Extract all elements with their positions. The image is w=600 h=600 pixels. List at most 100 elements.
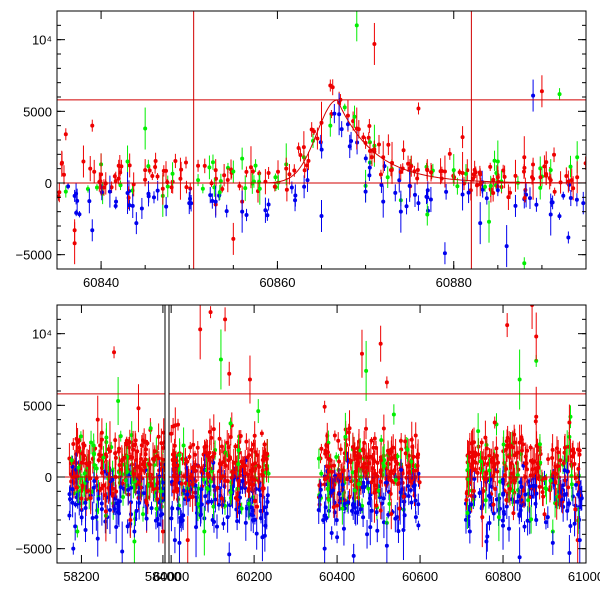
top-datapoint-r	[531, 176, 536, 181]
top-datapoint-r	[153, 159, 158, 164]
bottom-datapoint-r	[151, 487, 156, 492]
bottom-datapoint-r	[536, 465, 541, 470]
top-datapoint-b	[337, 112, 342, 117]
bottom-datapoint-b	[480, 502, 485, 507]
bottom-datapoint-g	[208, 479, 213, 484]
bottom-datapoint-b	[487, 520, 492, 525]
top-datapoint-r	[116, 163, 121, 168]
top-datapoint-r	[287, 172, 292, 177]
bottom-datapoint-b	[322, 546, 327, 551]
bottom-datapoint-g	[319, 471, 324, 476]
bottom-datapoint-r	[561, 461, 566, 466]
bottom-datapoint-r	[502, 473, 507, 478]
bottom-datapoint-r	[130, 455, 135, 460]
top-datapoint-g	[328, 123, 333, 128]
bottom-datapoint-r	[101, 483, 106, 488]
top-datapoint-r	[398, 170, 403, 175]
top-datapoint-r	[147, 168, 152, 173]
bottom-datapoint-r	[252, 477, 257, 482]
top-datapoint-b	[72, 193, 77, 198]
top-datapoint-r	[165, 180, 170, 185]
bottom-datapoint-g	[89, 440, 94, 445]
bottom-datapoint-r	[495, 460, 500, 465]
top-datapoint-r	[150, 173, 155, 178]
bottom-datapoint-b	[180, 518, 185, 523]
top-datapoint-r	[296, 146, 301, 151]
bottom-datapoint-r	[483, 456, 488, 461]
bottom-datapoint-b	[360, 485, 365, 490]
bottom-datapoint-g	[140, 512, 145, 517]
top-datapoint-b	[425, 195, 430, 200]
bottom-datapoint-r	[223, 478, 228, 483]
bottom-datapoint-r	[217, 436, 222, 441]
bottom-datapoint-r	[156, 456, 161, 461]
bottom-datapoint-b	[543, 520, 548, 525]
top-datapoint-b	[381, 199, 386, 204]
bottom-datapoint-r	[110, 486, 115, 491]
bottom-datapoint-b	[406, 494, 411, 499]
bottom-datapoint-b	[160, 512, 165, 517]
top-datapoint-g	[143, 126, 148, 131]
bottom-datapoint-b	[83, 506, 88, 511]
bottom-datapoint-b	[125, 524, 130, 529]
top-datapoint-b	[155, 188, 160, 193]
bottom-datapoint-g	[76, 465, 81, 470]
bottom-datapoint-r	[210, 454, 215, 459]
bottom-datapoint-b	[501, 523, 506, 528]
top-datapoint-b	[318, 140, 323, 145]
bottom-datapoint-r	[378, 508, 383, 513]
bottom-datapoint-b	[565, 469, 570, 474]
bottom-datapoint-r	[112, 350, 117, 355]
bottom-datapoint-b	[565, 508, 570, 513]
bottom-datapoint-r	[174, 477, 179, 482]
bottom-datapoint-r	[200, 471, 205, 476]
bottom-datapoint-b	[566, 502, 571, 507]
bottom-datapoint-b	[68, 497, 73, 502]
top-datapoint-g	[495, 159, 500, 164]
bottom-datapoint-r	[205, 453, 210, 458]
bottom-datapoint-r	[193, 468, 198, 473]
bottom-datapoint-r	[509, 461, 514, 466]
bottom-datapoint-b	[149, 506, 154, 511]
top-datapoint-r	[377, 142, 382, 147]
bottom-datapoint-r	[372, 436, 377, 441]
bottom-datapoint-r	[372, 490, 377, 495]
top-xtick-label: 60860	[259, 275, 295, 290]
bottom-datapoint-g	[391, 412, 396, 417]
bottom-datapoint-r	[573, 475, 578, 480]
bottom-xtick-label: 60600	[402, 569, 438, 584]
bottom-datapoint-g	[350, 470, 355, 475]
bottom-datapoint-r	[464, 498, 469, 503]
bottom-datapoint-r	[220, 474, 225, 479]
top-datapoint-r	[225, 177, 230, 182]
top-datapoint-r	[442, 169, 447, 174]
top-datapoint-r	[315, 136, 320, 141]
top-datapoint-b	[407, 183, 412, 188]
top-datapoint-b	[146, 194, 151, 199]
top-datapoint-r	[378, 172, 383, 177]
bottom-datapoint-r	[226, 445, 231, 450]
bottom-datapoint-b	[545, 515, 550, 520]
bottom-datapoint-g	[409, 459, 414, 464]
bottom-datapoint-r	[557, 494, 562, 499]
bottom-datapoint-b	[467, 529, 472, 534]
bottom-datapoint-b	[90, 515, 95, 520]
bottom-datapoint-b	[99, 507, 104, 512]
bottom-datapoint-r	[558, 458, 563, 463]
top-datapoint-r	[57, 190, 62, 195]
bottom-datapoint-b	[144, 516, 149, 521]
top-datapoint-r	[272, 184, 277, 189]
bottom-datapoint-r	[397, 506, 402, 511]
bottom-datapoint-r	[362, 461, 367, 466]
bottom-datapoint-r	[82, 443, 87, 448]
bottom-datapoint-b	[351, 553, 356, 558]
bottom-datapoint-r	[492, 420, 497, 425]
top-datapoint-b	[484, 196, 489, 201]
top-datapoint-g	[118, 183, 123, 188]
top-datapoint-b	[460, 192, 465, 197]
bottom-datapoint-r	[507, 443, 512, 448]
bottom-datapoint-g	[116, 399, 121, 404]
bottom-datapoint-r	[570, 454, 575, 459]
top-datapoint-g	[63, 189, 68, 194]
bottom-datapoint-r	[393, 459, 398, 464]
